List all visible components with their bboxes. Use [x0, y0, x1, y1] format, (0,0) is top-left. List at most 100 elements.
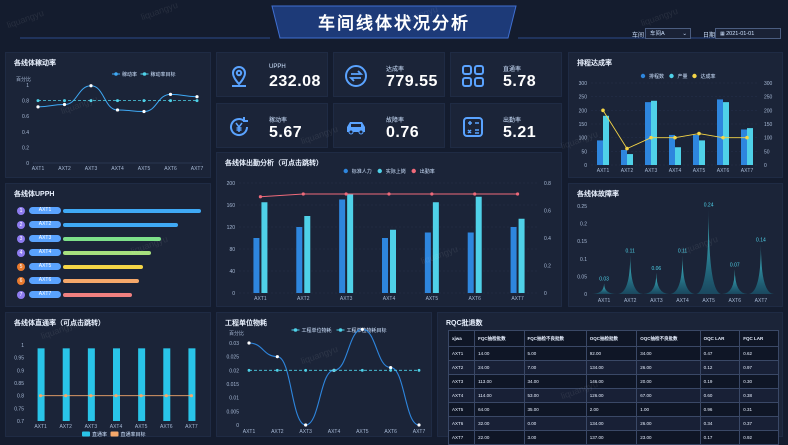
bar-actual: [304, 216, 311, 293]
table-row[interactable]: AXT4 114.00 53.00 126.00 67.00 0.60 0.38: [447, 388, 779, 403]
column-header[interactable]: OQC抽检批数: [585, 330, 638, 347]
bar-standard: [296, 227, 303, 293]
legend-swatch: [377, 168, 382, 174]
panel-title: 各线体故障率: [577, 191, 619, 198]
column-header[interactable]: FQC LAR: [739, 330, 779, 347]
x-tick-label: AXT3: [645, 168, 658, 174]
x-tick-label: AXT6: [160, 424, 173, 430]
table-cell: 53.00: [523, 388, 587, 403]
upph-row[interactable]: 4 AXT4: [14, 248, 204, 257]
date-label: 日期: [703, 33, 716, 39]
kpi-attendance-card[interactable]: 出勤率 5.21: [450, 103, 562, 148]
kpi-value: 5.67: [269, 124, 303, 141]
rate-point: [301, 192, 305, 196]
line-tag: AXT5: [29, 263, 61, 270]
x-tick-label: AXT3: [340, 296, 353, 302]
date-picker[interactable]: ▦ 2021-01-01: [715, 28, 781, 39]
x-tick-label: AXT1: [254, 296, 267, 302]
page-title: 车间线体状况分析: [318, 14, 470, 33]
fpy-bar: [62, 348, 70, 421]
workshop-select-value: 车间A: [650, 31, 665, 37]
bar-actual: [475, 196, 482, 293]
kpi-failure-card[interactable]: 故障率 0.76: [333, 103, 445, 148]
table-cell: 114.00: [474, 388, 525, 403]
failure-chart[interactable]: 0.25 0.2 0.15 0.1 0.05 0 0.03 AXT1 0.11 AXT2 0.06 A…: [569, 184, 784, 308]
y-tick-label: 0: [232, 291, 235, 297]
y-tick-label: 1: [21, 343, 24, 349]
kpi-label: UPPH: [269, 64, 286, 70]
y-tick-label: 200: [227, 181, 236, 187]
data-point: [389, 366, 393, 370]
upph-row[interactable]: 7 AXT7: [14, 290, 204, 299]
column-header[interactable]: FQC抽检批数: [474, 330, 525, 347]
column-header[interactable]: OQC LAR: [699, 330, 741, 347]
table-row[interactable]: AXT5 64.00 35.00 2.00 1.00 0.96 0.31: [447, 402, 779, 417]
legend-label: 直通率目标: [121, 431, 146, 438]
table-cell: 34.00: [636, 346, 701, 361]
data-label: 0.07: [730, 262, 740, 268]
x-tick-label: AXT1: [32, 166, 45, 172]
kpi-fpy-card[interactable]: 直通率 5.78: [450, 52, 562, 97]
unit-label: 百分比: [16, 76, 31, 83]
rate-point: [625, 146, 629, 151]
x-tick-label: AXT5: [135, 424, 148, 430]
bar-standard: [424, 232, 431, 293]
y-tick-label: 300: [579, 81, 588, 87]
table-cell: 0.30: [739, 374, 779, 389]
x-tick-label: AXT5: [356, 429, 369, 435]
column-header[interactable]: OQC抽检不良批数: [636, 330, 701, 347]
calculator-icon: [463, 117, 483, 137]
x-tick-label: AXT7: [511, 296, 524, 302]
rank-badge: 2: [17, 220, 25, 229]
y2-tick-label: 300: [764, 81, 773, 87]
plan-chart[interactable]: 排程数 产量 达成率 300 300 250 250 200 200 150 150 100 100 50…: [569, 53, 784, 179]
legend-swatch: [343, 168, 348, 174]
kpi-oee-card[interactable]: 稼动率 5.67: [216, 103, 328, 148]
upph-row[interactable]: 6 AXT6: [14, 276, 204, 285]
table-row[interactable]: AXT3 113.00 34.00 146.00 20.00 0.19 0.30: [447, 374, 779, 389]
x-tick-label: AXT1: [598, 298, 611, 304]
kpi-value: 779.55: [386, 73, 438, 90]
table-row[interactable]: AXT7 22.00 3.00 137.00 23.00 0.17 0.92: [447, 430, 779, 445]
kpi-achievement-card[interactable]: 达成率 779.55: [333, 52, 445, 97]
legend-label: 实际上岗: [386, 168, 406, 175]
kpi-value: 5.21: [503, 124, 537, 141]
target-point: [38, 394, 43, 398]
bar-actual: [432, 202, 439, 293]
unit-label: 百分比: [229, 330, 244, 337]
workshop-select[interactable]: 车间A ⌄: [645, 28, 691, 39]
attendance-chart[interactable]: 标准人力 实际上岗 出勤率 200 160 120 80 40 0 0.8 0.6 0.4 0.2 0 AX…: [217, 153, 563, 308]
target-point: [389, 368, 393, 372]
rate-point: [430, 192, 434, 196]
data-label: 0.24: [704, 203, 714, 209]
table-cell: 0.31: [739, 402, 779, 417]
series-line: [248, 328, 420, 426]
table-cell: 113.00: [474, 374, 525, 389]
y-tick-label: 0.25: [577, 204, 587, 210]
panel-title: 各线体直通率（可点击跳转）: [14, 320, 105, 327]
upph-row[interactable]: 3 AXT3: [14, 234, 204, 243]
upph-row[interactable]: 5 AXT5: [14, 262, 204, 271]
bar-actual: [518, 218, 525, 293]
table-row[interactable]: AXT1 14.00 5.00 92.00 34.00 0.47 0.62: [447, 346, 779, 361]
column-header[interactable]: FQC抽检不良批数: [523, 330, 587, 347]
table-row[interactable]: AXT6 32.00 0.00 134.00 26.00 0.34 0.37: [447, 416, 779, 431]
y2-tick-label: 0.2: [544, 264, 551, 270]
legend-swatch: [338, 328, 343, 332]
table-row[interactable]: AXT2 24.00 7.00 134.00 26.00 0.12 0.97: [447, 360, 779, 375]
legend-label: 稼动率: [122, 71, 137, 78]
y2-tick-label: 0.4: [544, 236, 551, 242]
panel-title: RQC批退数: [446, 320, 483, 327]
data-label: 0.11: [678, 248, 688, 254]
kpi-upph-card[interactable]: UPPH 232.08: [216, 52, 328, 97]
legend-swatch: [293, 328, 298, 332]
data-point: [417, 423, 421, 427]
column-header[interactable]: xjwa: [447, 330, 476, 347]
upph-row[interactable]: 2 AXT2: [14, 220, 204, 229]
upph-row[interactable]: 1 AXT1: [14, 206, 204, 215]
target-point: [169, 99, 172, 103]
fpy-chart[interactable]: 1 0.95 0.9 0.85 0.8 0.75 0.7 AXT1 AXT2 AXT3 AXT4 AX…: [6, 313, 212, 438]
table-cell: 5.00: [523, 346, 587, 361]
